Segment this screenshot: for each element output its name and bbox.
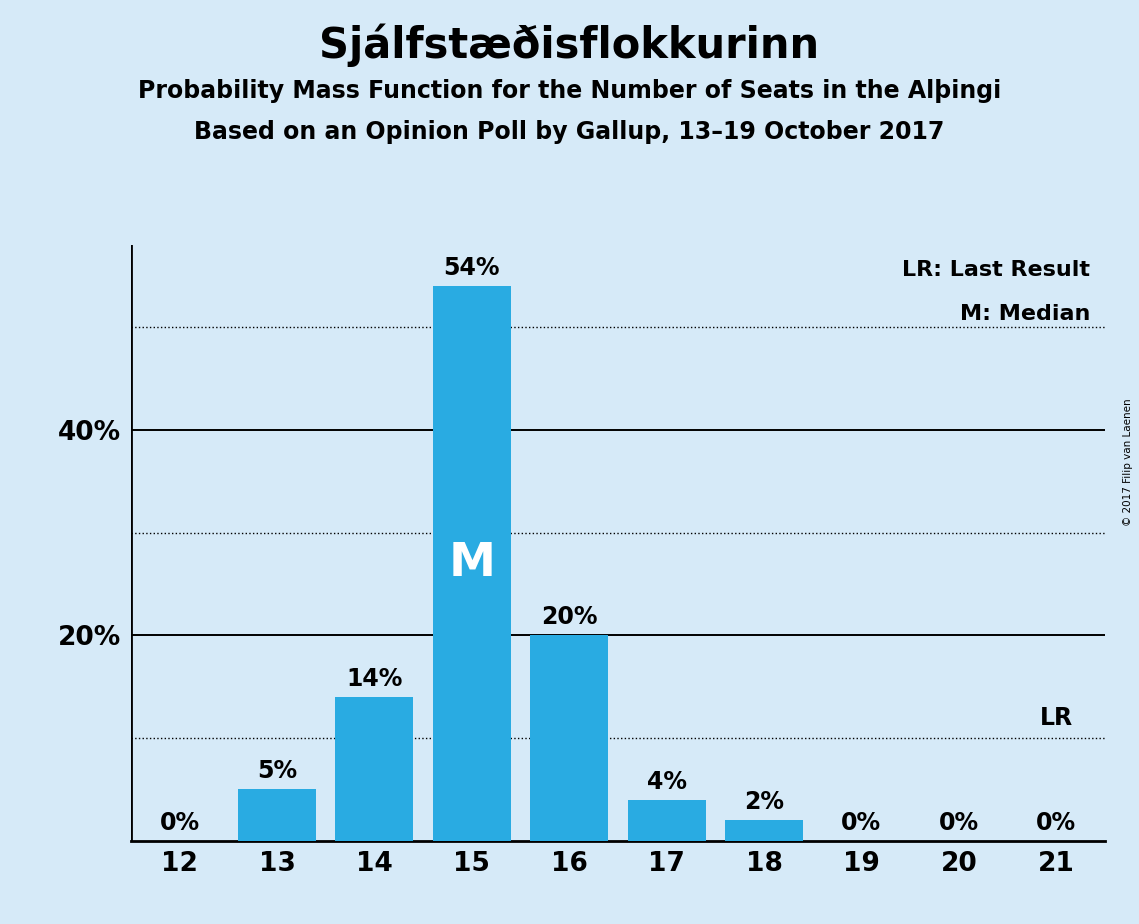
Bar: [433, 286, 510, 841]
Text: 0%: 0%: [1036, 810, 1076, 834]
Text: 0%: 0%: [159, 810, 199, 834]
Text: 0%: 0%: [842, 810, 882, 834]
Text: Based on an Opinion Poll by Gallup, 13–19 October 2017: Based on an Opinion Poll by Gallup, 13–1…: [195, 120, 944, 144]
Text: M: Median: M: Median: [960, 305, 1090, 324]
Text: Sjálfstæðisflokkurinn: Sjálfstæðisflokkurinn: [319, 23, 820, 67]
Bar: [531, 636, 608, 841]
Text: LR: LR: [1040, 706, 1073, 730]
Bar: [336, 697, 413, 841]
Bar: [238, 789, 316, 841]
Bar: [628, 800, 705, 841]
Text: 4%: 4%: [647, 770, 687, 794]
Text: 54%: 54%: [443, 256, 500, 280]
Text: M: M: [449, 541, 495, 586]
Text: 20%: 20%: [541, 605, 598, 629]
Text: © 2017 Filip van Laenen: © 2017 Filip van Laenen: [1123, 398, 1133, 526]
Text: LR: Last Result: LR: Last Result: [902, 260, 1090, 280]
Bar: [726, 821, 803, 841]
Text: 2%: 2%: [744, 790, 784, 814]
Text: 0%: 0%: [939, 810, 978, 834]
Text: 5%: 5%: [257, 760, 297, 784]
Text: 14%: 14%: [346, 667, 402, 691]
Text: Probability Mass Function for the Number of Seats in the Alþingi: Probability Mass Function for the Number…: [138, 79, 1001, 103]
